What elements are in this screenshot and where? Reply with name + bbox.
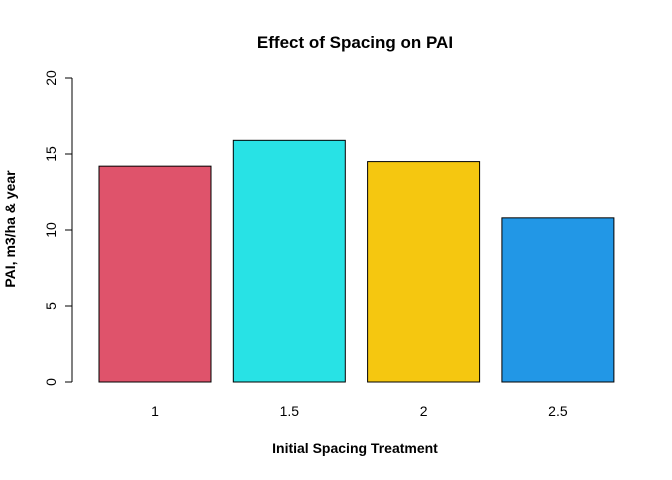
- y-tick-label: 5: [43, 302, 59, 310]
- x-tick-label: 1.5: [280, 403, 300, 419]
- bar-1.5: [232, 139, 346, 383]
- x-tick-label: 2.5: [548, 403, 568, 419]
- x-tick-label: 2: [420, 403, 428, 419]
- bars-group: [98, 139, 615, 383]
- x-axis-title: Initial Spacing Treatment: [272, 440, 438, 456]
- chart-title: Effect of Spacing on PAI: [257, 33, 453, 52]
- y-axis-title: PAI, m3/ha & year: [2, 170, 18, 288]
- y-axis: 0 5 10 15 20: [43, 70, 73, 386]
- x-tick-labels: 1 1.5 2 2.5: [151, 403, 568, 419]
- bar-1: [98, 165, 212, 383]
- y-tick-label: 10: [43, 222, 59, 238]
- y-tick-label: 20: [43, 70, 59, 86]
- bar-2.5: [501, 217, 615, 383]
- y-tick-label: 15: [43, 146, 59, 162]
- bar-2: [367, 161, 481, 383]
- x-tick-label: 1: [151, 403, 159, 419]
- y-tick-label: 0: [43, 378, 59, 386]
